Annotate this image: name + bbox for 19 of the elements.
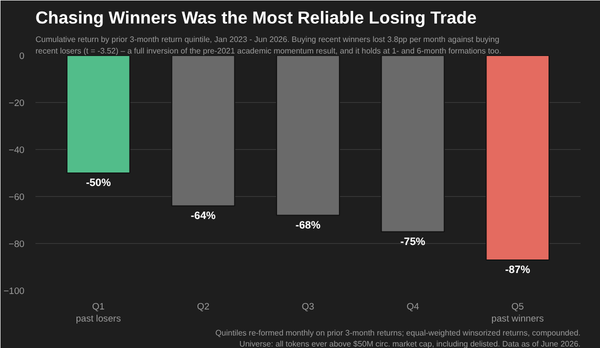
y-tick-label: −60 [8,192,25,202]
data-label: -50% [86,177,112,189]
data-label: -64% [190,210,216,222]
data-label: -68% [296,219,321,232]
y-tick-label: −40 [8,145,25,155]
text: Quintiles re-formed monthly on prior 3-month returns; equal-weighted winsorized returns, compounded. Universe: all tokens ever above $50M circ. market cap, including delisted. Data as of June 2026. [215,328,581,348]
x-tick-label: Q5 past winners [491,302,544,324]
x-tick-label: Q4 [406,302,420,312]
data-label: -87% [505,264,531,276]
x-tick-label: Q2 [196,302,210,312]
y-tick-label: −100 [3,286,25,296]
x-tick-label: Q3 [302,302,314,312]
x-tick-label: Q1 past losers [76,302,122,324]
y-tick-label: −80 [8,239,25,249]
y-tick-label: 0 [19,51,25,61]
data-label: -75% [400,236,426,248]
chart-subtitle: Cumulative return by prior 3-month return quintile, Jan 2023 - Jun 2026. Buying recent winners lost 3.8pp per month against buying recent losers (t = -3.52) – a full inversion of the pre-2021 academic momentum result, and it holds at 1- and 6-month formations too. [36,34,502,56]
y-tick-label: −20 [8,98,25,108]
chart-title: Chasing Winners Was the Most Reliable Losing Trade [36,8,478,28]
